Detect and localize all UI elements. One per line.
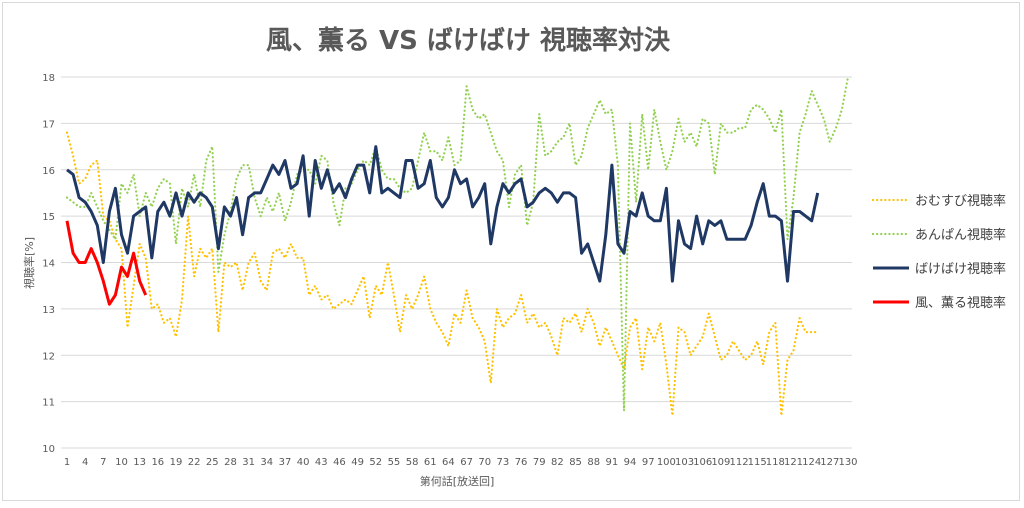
x-tick-label: 85 [569, 457, 582, 468]
y-tick-label: 15 [42, 212, 55, 223]
x-tick-label: 46 [333, 457, 346, 468]
x-tick-label: 112 [729, 457, 748, 468]
series-line-2 [65, 75, 850, 412]
y-tick-label: 14 [42, 259, 55, 270]
x-tick-label: 13 [133, 457, 146, 468]
x-tick-label: 79 [533, 457, 546, 468]
series-line-1 [65, 131, 819, 417]
x-tick-label: 67 [460, 457, 473, 468]
legend-label: ばけばけ視聴率 [915, 261, 1006, 277]
x-tick-label: 127 [820, 457, 839, 468]
y-tick-label: 18 [42, 73, 55, 84]
x-tick-label: 34 [260, 457, 273, 468]
x-tick-label: 31 [242, 457, 255, 468]
x-tick-label: 118 [766, 457, 785, 468]
x-tick-label: 82 [551, 457, 564, 468]
legend-label: 風、薫る視聴率 [915, 295, 1006, 311]
legend-label: おむすび視聴率 [915, 193, 1006, 209]
x-tick-label: 37 [279, 457, 292, 468]
legend-label: あんぱん視聴率 [915, 227, 1006, 243]
x-tick-label: 22 [188, 457, 201, 468]
x-tick-label: 73 [497, 457, 510, 468]
x-tick-label: 121 [784, 457, 803, 468]
y-tick-label: 10 [42, 444, 55, 455]
series-line-3 [66, 145, 820, 283]
x-tick-label: 106 [693, 457, 712, 468]
y-tick-label: 13 [42, 305, 55, 316]
y-tick-label: 17 [42, 119, 55, 130]
x-tick-label: 100 [657, 457, 676, 468]
y-axis-label: 視聴率[%] [22, 237, 36, 289]
x-tick-label: 109 [711, 457, 730, 468]
y-tick-label: 11 [42, 398, 55, 409]
x-tick-label: 61 [424, 457, 437, 468]
x-tick-label: 103 [675, 457, 694, 468]
x-tick-label: 76 [515, 457, 528, 468]
x-tick-label: 1 [64, 457, 70, 468]
x-tick-label: 94 [624, 457, 637, 468]
chart-title: 風、薫る VS ばけばけ 視聴率対決 [266, 25, 671, 56]
x-tick-label: 19 [170, 457, 183, 468]
x-tick-label: 16 [151, 457, 164, 468]
x-tick-label: 130 [838, 457, 857, 468]
x-tick-label: 10 [115, 457, 128, 468]
x-tick-label: 88 [587, 457, 600, 468]
x-axis-label: 第何話[放送回] [420, 474, 495, 488]
x-tick-label: 70 [478, 457, 491, 468]
x-tick-label: 43 [315, 457, 328, 468]
y-tick-label: 12 [42, 351, 55, 362]
y-tick-label: 16 [42, 166, 55, 177]
x-tick-label: 25 [206, 457, 219, 468]
x-tick-label: 49 [351, 457, 364, 468]
series-line-4 [65, 220, 148, 306]
x-tick-label: 124 [802, 457, 821, 468]
x-tick-label: 91 [606, 457, 619, 468]
x-tick-label: 58 [406, 457, 419, 468]
x-tick-label: 4 [82, 457, 88, 468]
x-tick-label: 64 [442, 457, 455, 468]
x-tick-label: 55 [388, 457, 401, 468]
x-tick-label: 52 [369, 457, 382, 468]
x-tick-label: 40 [297, 457, 310, 468]
x-tick-label: 7 [100, 457, 106, 468]
x-tick-label: 28 [224, 457, 237, 468]
x-tick-label: 97 [642, 457, 655, 468]
x-tick-label: 115 [748, 457, 767, 468]
